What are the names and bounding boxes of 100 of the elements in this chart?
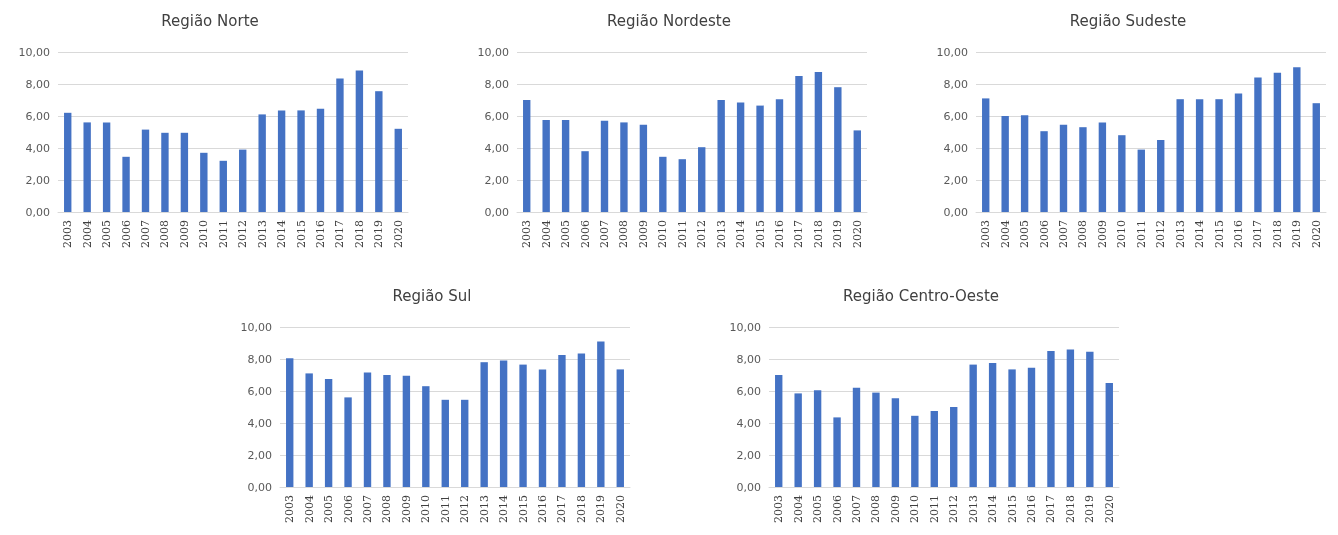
bar xyxy=(1066,349,1075,487)
y-tick-label: 0,00 xyxy=(736,480,761,494)
y-tick-label: 4,00 xyxy=(247,416,272,430)
x-tick-label: 2008 xyxy=(380,495,394,523)
bar xyxy=(775,375,783,487)
bar xyxy=(736,102,745,212)
y-tick-label: 0,00 xyxy=(943,205,968,219)
x-tick-label: 2019 xyxy=(1290,220,1304,248)
x-tick-label: 2014 xyxy=(275,220,289,248)
y-tick-label: 0,00 xyxy=(25,205,50,219)
x-tick-label: 2006 xyxy=(830,495,844,523)
bar xyxy=(911,415,919,487)
y-tick-label: 2,00 xyxy=(247,448,272,462)
x-tick-label: 2018 xyxy=(352,220,366,248)
x-tick-label: 2006 xyxy=(341,495,355,523)
x-tick-label: 2005 xyxy=(559,220,573,248)
bar xyxy=(316,108,325,212)
x-tick-label: 2014 xyxy=(497,495,511,523)
x-tick-label: 2014 xyxy=(734,220,748,248)
bar xyxy=(523,100,531,212)
x-tick-label: 2016 xyxy=(1025,495,1038,523)
x-tick-label: 2007 xyxy=(598,220,611,248)
bar xyxy=(853,130,861,212)
x-tick-label: 2007 xyxy=(361,495,374,523)
bar xyxy=(794,393,802,487)
x-tick-label: 2013 xyxy=(1173,220,1187,248)
x-tick-label: 2018 xyxy=(1063,495,1077,523)
bar xyxy=(324,379,333,487)
y-tick-label: 8,00 xyxy=(484,77,509,91)
x-tick-label: 2007 xyxy=(139,220,152,248)
x-tick-label: 2003 xyxy=(61,220,75,248)
x-tick-label: 2018 xyxy=(1270,220,1284,248)
y-tick-label: 6,00 xyxy=(25,109,50,123)
y-tick-label: 10,00 xyxy=(240,320,272,334)
x-tick-label: 2013 xyxy=(477,495,491,523)
bar xyxy=(1105,383,1113,487)
x-tick-label: 2017 xyxy=(792,220,806,248)
x-tick-label: 2015 xyxy=(753,220,767,248)
bar xyxy=(363,372,372,487)
bar xyxy=(519,364,527,487)
bar xyxy=(499,360,508,487)
y-tick-label: 6,00 xyxy=(736,384,761,398)
y-tick-label: 2,00 xyxy=(25,173,50,187)
bar xyxy=(305,373,313,487)
x-tick-label: 2020 xyxy=(391,220,405,248)
x-tick-label: 2004 xyxy=(302,495,316,523)
bar xyxy=(698,147,706,212)
bar xyxy=(639,124,648,212)
x-tick-label: 2011 xyxy=(675,220,689,248)
x-tick-label: 2003 xyxy=(772,495,786,523)
x-tick-label: 2009 xyxy=(399,495,413,523)
x-tick-label: 2010 xyxy=(419,495,433,523)
x-tick-label: 2003 xyxy=(283,495,297,523)
bar xyxy=(678,159,686,212)
bar xyxy=(1176,99,1184,212)
x-tick-label: 2016 xyxy=(536,495,549,523)
x-tick-label: 2009 xyxy=(888,495,902,523)
bar xyxy=(581,151,589,212)
x-tick-label: 2008 xyxy=(617,220,631,248)
bar xyxy=(775,99,784,212)
x-tick-label: 2015 xyxy=(1212,220,1226,248)
bar xyxy=(597,341,605,487)
y-tick-label: 6,00 xyxy=(247,384,272,398)
bar xyxy=(1234,93,1243,212)
x-tick-label: 2012 xyxy=(1154,220,1168,248)
x-tick-label: 2006 xyxy=(1037,220,1051,248)
x-tick-label: 2011 xyxy=(438,495,452,523)
x-tick-label: 2005 xyxy=(1018,220,1032,248)
bar xyxy=(344,397,352,487)
x-tick-label: 2014 xyxy=(986,495,1000,523)
x-tick-label: 2017 xyxy=(1251,220,1265,248)
chart-title: Região Nordeste xyxy=(607,11,731,30)
chart-title: Região Norte xyxy=(161,11,259,30)
y-tick-label: 10,00 xyxy=(477,45,509,59)
bar xyxy=(891,398,900,487)
x-tick-label: 2013 xyxy=(714,220,728,248)
x-tick-label: 2004 xyxy=(539,220,553,248)
bar xyxy=(1040,131,1048,212)
bar xyxy=(969,364,977,487)
bar xyxy=(286,358,294,487)
bar xyxy=(219,160,227,212)
x-tick-label: 2013 xyxy=(255,220,269,248)
bar xyxy=(833,417,841,487)
bar xyxy=(422,386,430,487)
x-tick-label: 2015 xyxy=(516,495,530,523)
x-tick-label: 2018 xyxy=(574,495,588,523)
x-tick-label: 2011 xyxy=(216,220,230,248)
bar xyxy=(756,105,764,212)
x-tick-label: 2019 xyxy=(594,495,608,523)
y-tick-label: 4,00 xyxy=(25,141,50,155)
x-tick-label: 2008 xyxy=(158,220,172,248)
bar xyxy=(461,399,469,487)
bar xyxy=(277,110,286,212)
x-tick-label: 2008 xyxy=(1076,220,1090,248)
x-tick-label: 2005 xyxy=(322,495,336,523)
bar xyxy=(64,112,72,212)
x-tick-label: 2004 xyxy=(791,495,805,523)
y-tick-label: 6,00 xyxy=(484,109,509,123)
x-tick-label: 2016 xyxy=(1232,220,1245,248)
y-tick-label: 2,00 xyxy=(484,173,509,187)
